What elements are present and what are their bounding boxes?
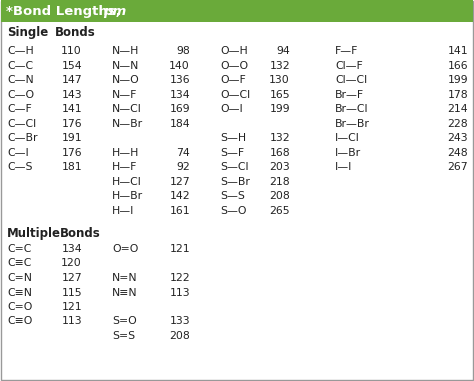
Text: I—I: I—I — [335, 162, 352, 172]
Text: 166: 166 — [447, 61, 468, 70]
Text: 218: 218 — [269, 176, 290, 187]
Text: 121: 121 — [169, 244, 190, 254]
Text: S—H: S—H — [220, 133, 246, 143]
Text: N—Cl: N—Cl — [112, 104, 142, 114]
Text: 154: 154 — [61, 61, 82, 70]
Text: O—O: O—O — [220, 61, 248, 70]
Text: C=O: C=O — [7, 302, 32, 312]
Text: I—Br: I—Br — [335, 147, 361, 157]
Text: C—I: C—I — [7, 147, 29, 157]
Text: C—H: C—H — [7, 46, 34, 56]
Text: C—C: C—C — [7, 61, 33, 70]
Text: 181: 181 — [61, 162, 82, 172]
Text: C=C: C=C — [7, 244, 31, 254]
Text: Br—Br: Br—Br — [335, 118, 370, 128]
Text: 203: 203 — [269, 162, 290, 172]
Text: Bonds: Bonds — [60, 226, 101, 240]
Text: S—O: S—O — [220, 205, 246, 216]
Text: S—Cl: S—Cl — [220, 162, 248, 172]
Text: 142: 142 — [169, 191, 190, 201]
Text: 113: 113 — [61, 317, 82, 327]
FancyBboxPatch shape — [1, 0, 473, 22]
Text: 141: 141 — [61, 104, 82, 114]
Text: 134: 134 — [169, 90, 190, 99]
Text: S—Br: S—Br — [220, 176, 250, 187]
Text: O—I: O—I — [220, 104, 243, 114]
Text: 127: 127 — [169, 176, 190, 187]
Text: 140: 140 — [169, 61, 190, 70]
Text: 122: 122 — [169, 273, 190, 283]
Text: 176: 176 — [61, 118, 82, 128]
Text: 214: 214 — [447, 104, 468, 114]
Text: C—Br: C—Br — [7, 133, 37, 143]
Text: C—S: C—S — [7, 162, 33, 172]
Text: C=N: C=N — [7, 273, 32, 283]
Text: H—I: H—I — [112, 205, 134, 216]
Text: Cl—F: Cl—F — [335, 61, 363, 70]
Text: C≡O: C≡O — [7, 317, 32, 327]
Text: 228: 228 — [447, 118, 468, 128]
Text: N—O: N—O — [112, 75, 140, 85]
Text: O—Cl: O—Cl — [220, 90, 250, 99]
Text: S—S: S—S — [220, 191, 245, 201]
Text: 208: 208 — [169, 331, 190, 341]
Text: 168: 168 — [269, 147, 290, 157]
Text: C—N: C—N — [7, 75, 34, 85]
Text: 169: 169 — [169, 104, 190, 114]
Text: N=N: N=N — [112, 273, 137, 283]
Text: 127: 127 — [61, 273, 82, 283]
Text: 132: 132 — [269, 133, 290, 143]
Text: 199: 199 — [447, 75, 468, 85]
Text: 120: 120 — [61, 258, 82, 269]
Text: 94: 94 — [276, 46, 290, 56]
Text: 132: 132 — [269, 61, 290, 70]
Text: 130: 130 — [269, 75, 290, 85]
Text: Br—F: Br—F — [335, 90, 364, 99]
Text: C—Cl: C—Cl — [7, 118, 36, 128]
Text: O—H: O—H — [220, 46, 248, 56]
Text: C—O: C—O — [7, 90, 34, 99]
Text: S=S: S=S — [112, 331, 135, 341]
Text: I—Cl: I—Cl — [335, 133, 360, 143]
Text: 92: 92 — [176, 162, 190, 172]
Text: H—F: H—F — [112, 162, 137, 172]
Text: 178: 178 — [447, 90, 468, 99]
Text: O—F: O—F — [220, 75, 246, 85]
Text: *Bond Lengths,: *Bond Lengths, — [6, 5, 126, 18]
Text: 133: 133 — [169, 317, 190, 327]
Text: S=O: S=O — [112, 317, 137, 327]
Text: 191: 191 — [61, 133, 82, 143]
Text: S—F: S—F — [220, 147, 244, 157]
Text: 143: 143 — [61, 90, 82, 99]
Text: 113: 113 — [169, 288, 190, 298]
Text: H—H: H—H — [112, 147, 139, 157]
Text: 184: 184 — [169, 118, 190, 128]
Text: 165: 165 — [269, 90, 290, 99]
Text: Bonds: Bonds — [55, 26, 96, 38]
Text: Single: Single — [7, 26, 48, 38]
Text: C≡N: C≡N — [7, 288, 32, 298]
Text: 208: 208 — [269, 191, 290, 201]
Text: 134: 134 — [61, 244, 82, 254]
Text: 265: 265 — [269, 205, 290, 216]
Text: 161: 161 — [169, 205, 190, 216]
Text: H—Cl: H—Cl — [112, 176, 142, 187]
Text: C≡C: C≡C — [7, 258, 31, 269]
Text: pm: pm — [103, 5, 126, 18]
Text: F—F: F—F — [335, 46, 358, 56]
Text: 115: 115 — [61, 288, 82, 298]
Text: N≡N: N≡N — [112, 288, 137, 298]
Text: Cl—Cl: Cl—Cl — [335, 75, 367, 85]
Text: 248: 248 — [447, 147, 468, 157]
Text: O=O: O=O — [112, 244, 138, 254]
Text: 267: 267 — [447, 162, 468, 172]
Text: 110: 110 — [61, 46, 82, 56]
Text: N—F: N—F — [112, 90, 137, 99]
Text: 98: 98 — [176, 46, 190, 56]
Text: C—F: C—F — [7, 104, 32, 114]
Text: 199: 199 — [269, 104, 290, 114]
Text: 121: 121 — [61, 302, 82, 312]
Text: 136: 136 — [169, 75, 190, 85]
Text: 243: 243 — [447, 133, 468, 143]
